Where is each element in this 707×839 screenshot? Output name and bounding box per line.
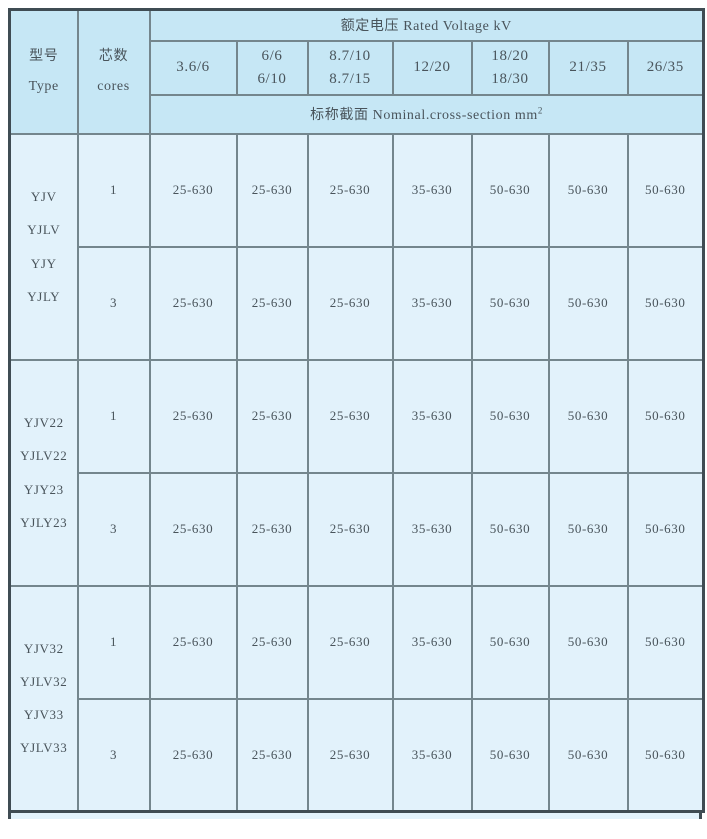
header-row-rated-voltage: 型号 Type 芯数 cores 额定电压 Rated Voltage kV (8, 8, 705, 135)
cross-section-value: 35-630 (391, 697, 473, 813)
voltage-column-header: 8.7/10 8.7/15 (306, 39, 394, 96)
cross-section-value: 50-630 (547, 697, 629, 813)
cross-section-value: 50-630 (626, 358, 705, 474)
type-cell: YJV YJLV YJY YJLY (8, 132, 79, 361)
cores-cell: 3 (76, 471, 151, 587)
cross-section-value: 50-630 (626, 471, 705, 587)
cross-section-value: 50-630 (626, 697, 705, 813)
cores-cell: 1 (76, 358, 151, 474)
voltage-column-header: 12/20 (391, 39, 473, 96)
table-row: YJV22 YJLV22 YJY23 YJLY23 1 25-630 25-630 25… (8, 358, 705, 587)
cross-section-value: 50-630 (470, 132, 550, 248)
cross-section-value: 25-630 (306, 471, 394, 587)
cross-section-value: 35-630 (391, 471, 473, 587)
voltage-column-header: 18/20 18/30 (470, 39, 550, 96)
cross-section-value: 25-630 (235, 471, 309, 587)
cross-section-value: 25-630 (148, 584, 238, 700)
header-row-cross-section: 标称截面 Nominal.cross-section mm2 (10, 93, 705, 135)
table-body: YJV YJLV YJY YJLY 1 25-630 25-630 25-630 35-6… (8, 132, 705, 813)
cores-column-header: 芯数 cores (76, 8, 151, 135)
voltage-column-header: 6/6 6/10 (235, 39, 309, 96)
rated-voltage-header: 额定电压 Rated Voltage kV (148, 8, 705, 42)
table-row: 3 25-630 25-630 25-630 35-630 50-630 50-630 50-… (10, 245, 705, 361)
cross-section-value: 25-630 (306, 584, 394, 700)
cross-section-value: 50-630 (547, 245, 629, 361)
cross-section-value: 25-630 (235, 132, 309, 248)
voltage-column-header: 26/35 (626, 39, 705, 96)
cable-spec-table-wrap: 型号 Type 芯数 cores 额定电压 Rated Voltage kV 3… (8, 8, 706, 819)
table-row: YJV32 YJLV32 YJV33 YJLV33 1 25-630 25-630 25… (8, 584, 705, 813)
cross-section-label: 标称截面 Nominal.cross-section mm (310, 108, 538, 123)
cross-section-value: 50-630 (547, 471, 629, 587)
cross-section-value: 50-630 (626, 132, 705, 248)
cores-cell: 1 (76, 132, 151, 248)
cross-section-value: 35-630 (391, 132, 473, 248)
header-row-voltage-values: 3.6/6 6/6 6/10 8.7/10 8.7/15 12/20 18/20… (10, 39, 705, 96)
cross-section-value: 25-630 (148, 471, 238, 587)
cross-section-value: 25-630 (148, 245, 238, 361)
table-row: 3 25-630 25-630 25-630 35-630 50-630 50-630 50-… (10, 471, 705, 587)
cross-section-value: 25-630 (306, 358, 394, 474)
cross-section-value: 35-630 (391, 245, 473, 361)
cross-section-value: 25-630 (306, 245, 394, 361)
cross-section-value: 25-630 (148, 358, 238, 474)
cores-cell: 1 (76, 584, 151, 700)
cross-section-value: 25-630 (306, 132, 394, 248)
cross-section-value: 50-630 (470, 584, 550, 700)
type-cell: YJV32 YJLV32 YJV33 YJLV33 (8, 584, 79, 813)
cross-section-value: 50-630 (470, 471, 550, 587)
table-header: 型号 Type 芯数 cores 额定电压 Rated Voltage kV 3… (8, 8, 705, 135)
cross-section-value: 25-630 (235, 358, 309, 474)
cropped-next-row-strip (8, 813, 702, 819)
voltage-column-header: 21/35 (547, 39, 629, 96)
cross-section-value: 25-630 (148, 132, 238, 248)
cross-section-value: 50-630 (470, 697, 550, 813)
cross-section-value: 50-630 (547, 584, 629, 700)
cross-section-value: 50-630 (626, 584, 705, 700)
cross-section-value: 25-630 (235, 584, 309, 700)
cross-section-value: 25-630 (148, 697, 238, 813)
table-row: YJV YJLV YJY YJLY 1 25-630 25-630 25-630 35-6… (8, 132, 705, 361)
cross-section-value: 50-630 (470, 358, 550, 474)
cross-section-value: 50-630 (547, 132, 629, 248)
cross-section-unit-superscript: 2 (537, 105, 543, 116)
cross-section-value: 25-630 (306, 697, 394, 813)
cross-section-value: 50-630 (470, 245, 550, 361)
cores-cell: 3 (76, 245, 151, 361)
voltage-column-header: 3.6/6 (148, 39, 238, 96)
cross-section-value: 25-630 (235, 697, 309, 813)
cross-section-value: 35-630 (391, 358, 473, 474)
cross-section-header: 标称截面 Nominal.cross-section mm2 (148, 93, 705, 135)
table-row: 3 25-630 25-630 25-630 35-630 50-630 50-630 50-… (10, 697, 705, 813)
cross-section-value: 50-630 (626, 245, 705, 361)
type-column-header: 型号 Type (8, 8, 79, 135)
cores-cell: 3 (76, 697, 151, 813)
type-cell: YJV22 YJLV22 YJY23 YJLY23 (8, 358, 79, 587)
cable-spec-table: 型号 Type 芯数 cores 额定电压 Rated Voltage kV 3… (8, 8, 706, 813)
cross-section-value: 25-630 (235, 245, 309, 361)
cross-section-value: 50-630 (547, 358, 629, 474)
cross-section-value: 35-630 (391, 584, 473, 700)
